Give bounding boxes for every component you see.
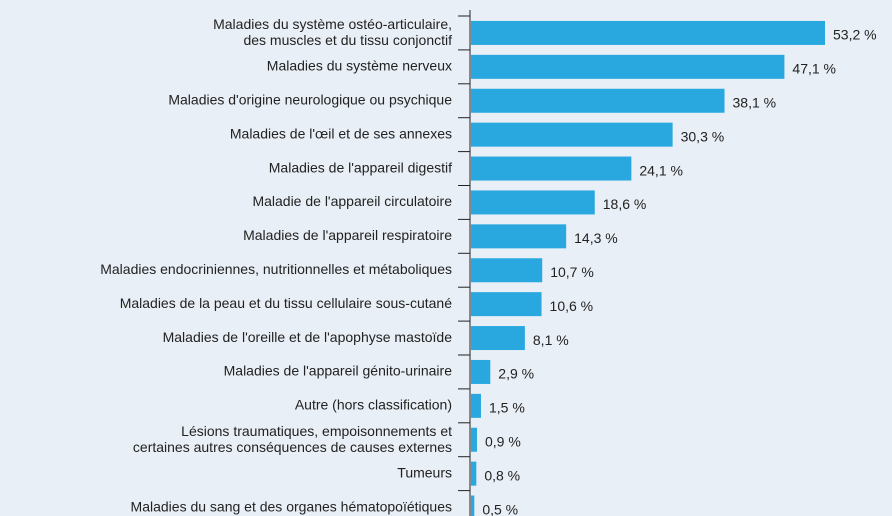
bar <box>471 122 673 147</box>
category-label: Maladies du système nerveux <box>267 58 452 74</box>
value-label: 47,1 % <box>792 61 836 77</box>
category-label: Maladies du système ostéo-articulaire, de… <box>213 16 452 48</box>
bar <box>471 224 567 249</box>
category-label: Maladies endocriniennes, nutritionnelles… <box>100 261 452 277</box>
bar <box>471 427 477 452</box>
value-label: 38,1 % <box>733 94 777 110</box>
category-label: Maladies de l'appareil respiratoire <box>243 227 452 243</box>
bar <box>471 20 825 45</box>
value-label: 10,7 % <box>550 264 594 280</box>
category-label: Maladies de l'œil et de ses annexes <box>230 125 452 141</box>
bar <box>471 54 785 79</box>
value-label: 8,1 % <box>533 332 569 348</box>
category-label: Maladie de l'appareil circulatoire <box>252 193 452 209</box>
bar <box>471 326 525 351</box>
value-label: 10,6 % <box>550 298 594 314</box>
category-label: Maladies de l'appareil génito-urinaire <box>224 363 453 379</box>
value-label: 0,8 % <box>484 467 520 483</box>
value-label: 18,6 % <box>603 196 647 212</box>
value-label: 1,5 % <box>489 400 525 416</box>
bar <box>471 461 477 486</box>
value-label: 14,3 % <box>574 230 618 246</box>
bar <box>471 258 543 283</box>
category-label: Maladies de l'oreille et de l'apophyse m… <box>163 329 453 345</box>
value-label: 30,3 % <box>681 128 725 144</box>
category-label: Maladies de l'appareil digestif <box>269 159 452 175</box>
bar <box>471 190 595 215</box>
bar <box>471 495 475 516</box>
category-label: Maladies du sang et des organes hématopo… <box>131 498 452 514</box>
bar <box>471 393 481 418</box>
value-label: 24,1 % <box>639 162 683 178</box>
value-label: 53,2 % <box>833 27 877 43</box>
category-label: Maladies d'origine neurologique ou psych… <box>168 91 452 107</box>
category-label: Maladies de la peau et du tissu cellulai… <box>120 295 453 311</box>
value-label: 0,5 % <box>482 501 518 516</box>
bar <box>471 88 725 113</box>
category-label: Autre (hors classification) <box>295 397 452 413</box>
bar <box>471 359 491 384</box>
category-label: Lésions traumatiques, empoisonnements et… <box>133 422 452 454</box>
category-label: Tumeurs <box>397 464 452 480</box>
value-label: 0,9 % <box>485 433 521 449</box>
bar <box>471 292 542 317</box>
bar <box>471 156 632 181</box>
value-label: 2,9 % <box>498 366 534 382</box>
